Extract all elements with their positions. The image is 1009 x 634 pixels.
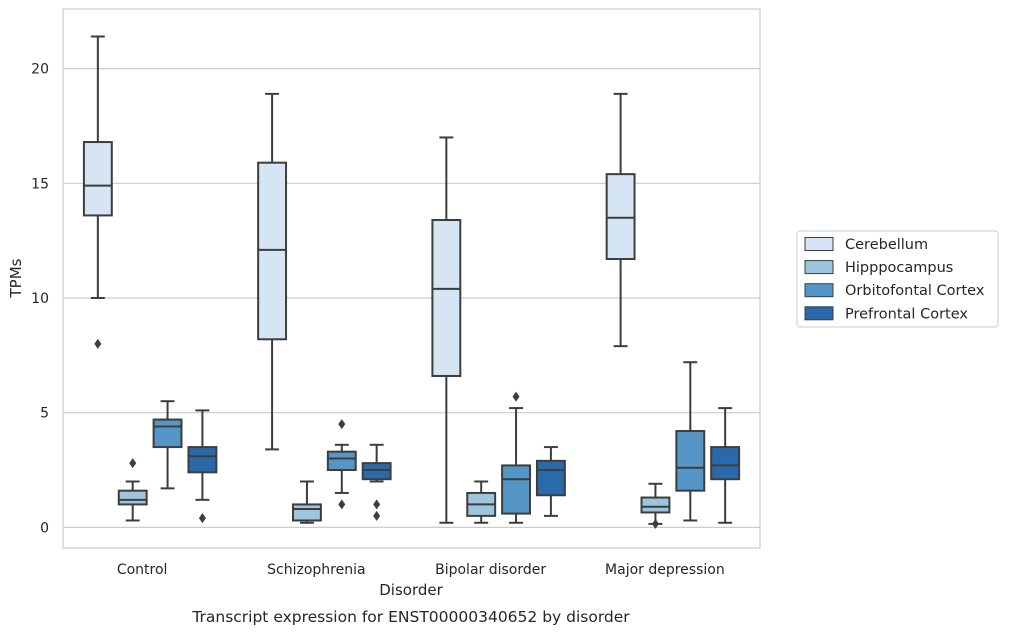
box-3-2 [535, 446, 566, 517]
box-1-3 [640, 482, 671, 529]
outlier-point [338, 419, 346, 430]
legend-swatch [804, 260, 834, 275]
x-axis-title: Disorder [379, 581, 443, 599]
box-0-2 [431, 136, 462, 524]
x-tick-label: Major depression [605, 562, 725, 578]
box-1-0 [117, 458, 148, 522]
outlier-point [651, 518, 659, 529]
box-body [535, 459, 566, 497]
plot-area-frame [62, 8, 761, 549]
x-tick-labels: Control Schizophrenia Bipolar disorder Majo… [117, 562, 725, 578]
legend-swatch [804, 283, 834, 298]
box-body [605, 173, 636, 261]
box-body [152, 418, 183, 449]
outlier-point [373, 510, 381, 521]
chart-caption: Transcript expression for ENST0000034065… [191, 608, 630, 626]
box-3-0 [187, 409, 218, 524]
y-tick-label: 5 [40, 406, 49, 422]
box-1-1 [292, 480, 322, 524]
box-3-3 [710, 407, 741, 524]
box-body [187, 446, 218, 474]
box-body [326, 450, 357, 472]
box-2-2 [501, 391, 531, 524]
x-tick-label: Schizophrenia [267, 562, 365, 578]
box-2-1 [326, 419, 357, 510]
y-tick-label: 15 [31, 176, 49, 192]
legend-frame [796, 230, 999, 328]
box-body [82, 141, 113, 217]
legend-swatch [804, 237, 834, 251]
outlier-point [198, 513, 206, 524]
box-0-1 [257, 92, 288, 451]
box-3-1 [361, 443, 392, 521]
legend-swatch [804, 306, 834, 321]
outlier-point [94, 338, 102, 349]
legend-label: Prefrontal Cortex [845, 306, 968, 322]
box-body [640, 496, 671, 514]
box-body [361, 462, 392, 481]
box-2-0 [152, 400, 183, 490]
outlier-point [373, 499, 381, 510]
legend-label: Orbitofontal Cortex [845, 283, 985, 299]
x-tick-label: Control [117, 562, 168, 578]
box-body [675, 430, 706, 492]
legend-label: Cerebellum [845, 237, 928, 253]
box-2-3 [675, 361, 706, 522]
box-0-3 [605, 92, 636, 348]
x-tick-label: Bipolar disorder [435, 562, 546, 578]
grid-lines [63, 68, 760, 528]
legend: Cerebellum Hipppocampus Orbitofontal Corte… [796, 230, 999, 328]
box-body [710, 446, 741, 481]
y-tick-labels: 0 5 10 15 20 [31, 62, 49, 537]
box-body [117, 489, 148, 506]
box-body [257, 161, 288, 341]
box-1-2 [466, 480, 497, 524]
legend-label: Hipppocampus [845, 260, 953, 276]
box-0-0 [82, 35, 113, 349]
y-tick-label: 20 [31, 62, 49, 78]
outlier-point [129, 458, 137, 469]
box-group [82, 35, 741, 529]
box-body [501, 464, 531, 515]
y-axis-title: TPMs [7, 258, 25, 298]
box-body [431, 219, 462, 377]
legend-items: Cerebellum Hipppocampus Orbitofontal Corte… [804, 237, 985, 322]
y-tick-label: 10 [31, 291, 49, 307]
box-body [292, 503, 322, 522]
outlier-point [338, 499, 346, 510]
outlier-point [512, 391, 520, 402]
y-tick-label: 0 [40, 520, 49, 536]
